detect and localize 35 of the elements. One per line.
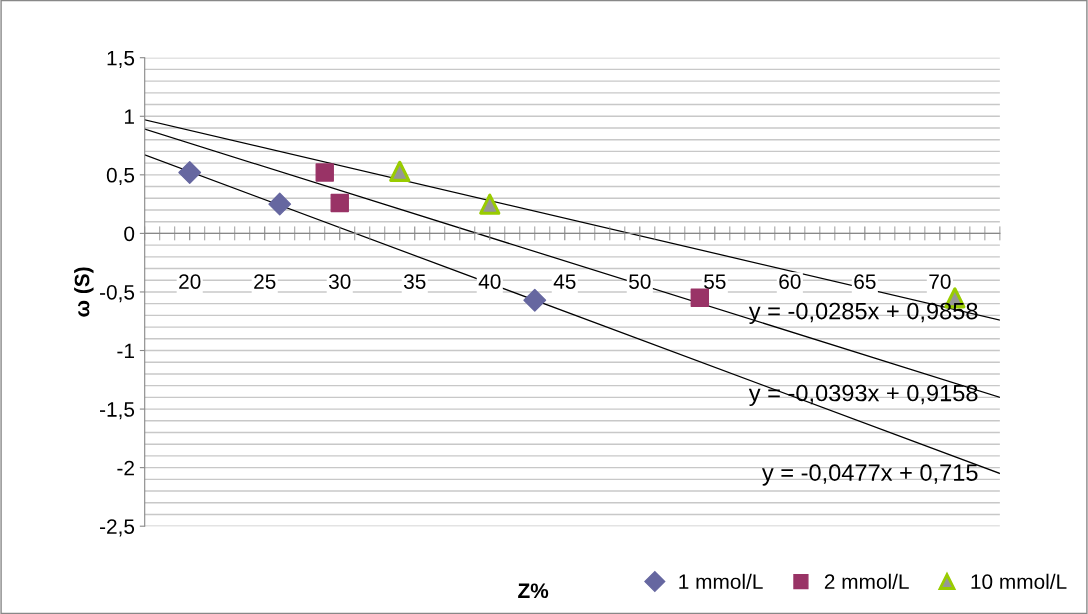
x-tick-label: 45 xyxy=(553,274,576,289)
y-tick-label: -1,5 xyxy=(100,402,135,420)
legend-label: 10 mmol/L xyxy=(971,573,1067,590)
x-tick-label: 60 xyxy=(779,274,801,289)
point xyxy=(479,193,501,215)
y-tick-label: 1 xyxy=(124,109,134,124)
x-tick-label: 70 xyxy=(929,274,951,289)
point xyxy=(315,163,334,182)
point xyxy=(268,192,292,216)
y-tick-label: 1,5 xyxy=(107,50,135,68)
y-tick-label: -2,5 xyxy=(100,519,135,537)
x-axis-title: Z% xyxy=(518,583,549,599)
point xyxy=(330,193,349,213)
y-tick-label: -2 xyxy=(117,460,134,476)
point xyxy=(178,161,202,184)
x-tick-label: 55 xyxy=(704,274,726,289)
point xyxy=(523,288,547,312)
annotation: y = -0,0477x + 0,715 xyxy=(761,464,978,486)
x-tick-label: 30 xyxy=(328,274,351,289)
y-tick-label: 0,5 xyxy=(106,167,135,186)
x-tick-label: 35 xyxy=(403,274,426,289)
x-tick-label: 20 xyxy=(179,274,201,289)
x-tick-label: 25 xyxy=(254,274,276,289)
legend-label: 1 mmol/L xyxy=(679,573,763,590)
x-tick-label: 65 xyxy=(854,274,876,289)
y-tick-label: 0 xyxy=(124,226,135,242)
y-axis-title: ω (S) xyxy=(74,267,94,317)
annotation: y = -0,0393x + 0,9158 xyxy=(748,384,978,407)
x-tick-label: 40 xyxy=(478,274,501,289)
legend-label: 2 mmol/L xyxy=(824,573,909,590)
y-tick-label: -0,5 xyxy=(100,284,135,303)
point xyxy=(690,288,710,308)
x-tick-label: 50 xyxy=(629,274,651,289)
y-tick-label: -1 xyxy=(117,343,134,359)
point xyxy=(389,160,411,182)
